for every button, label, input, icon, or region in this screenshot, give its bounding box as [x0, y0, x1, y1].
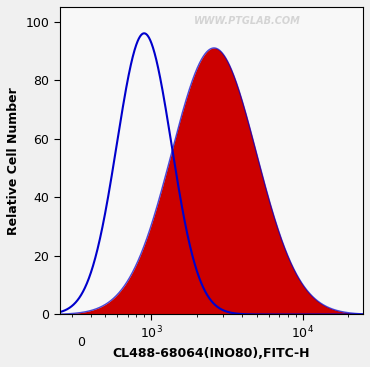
- X-axis label: CL488-68064(INO80),FITC-H: CL488-68064(INO80),FITC-H: [113, 347, 310, 360]
- Text: 0: 0: [77, 336, 85, 349]
- Text: WWW.PTGLAB.COM: WWW.PTGLAB.COM: [194, 16, 301, 26]
- Y-axis label: Relative Cell Number: Relative Cell Number: [7, 87, 20, 235]
